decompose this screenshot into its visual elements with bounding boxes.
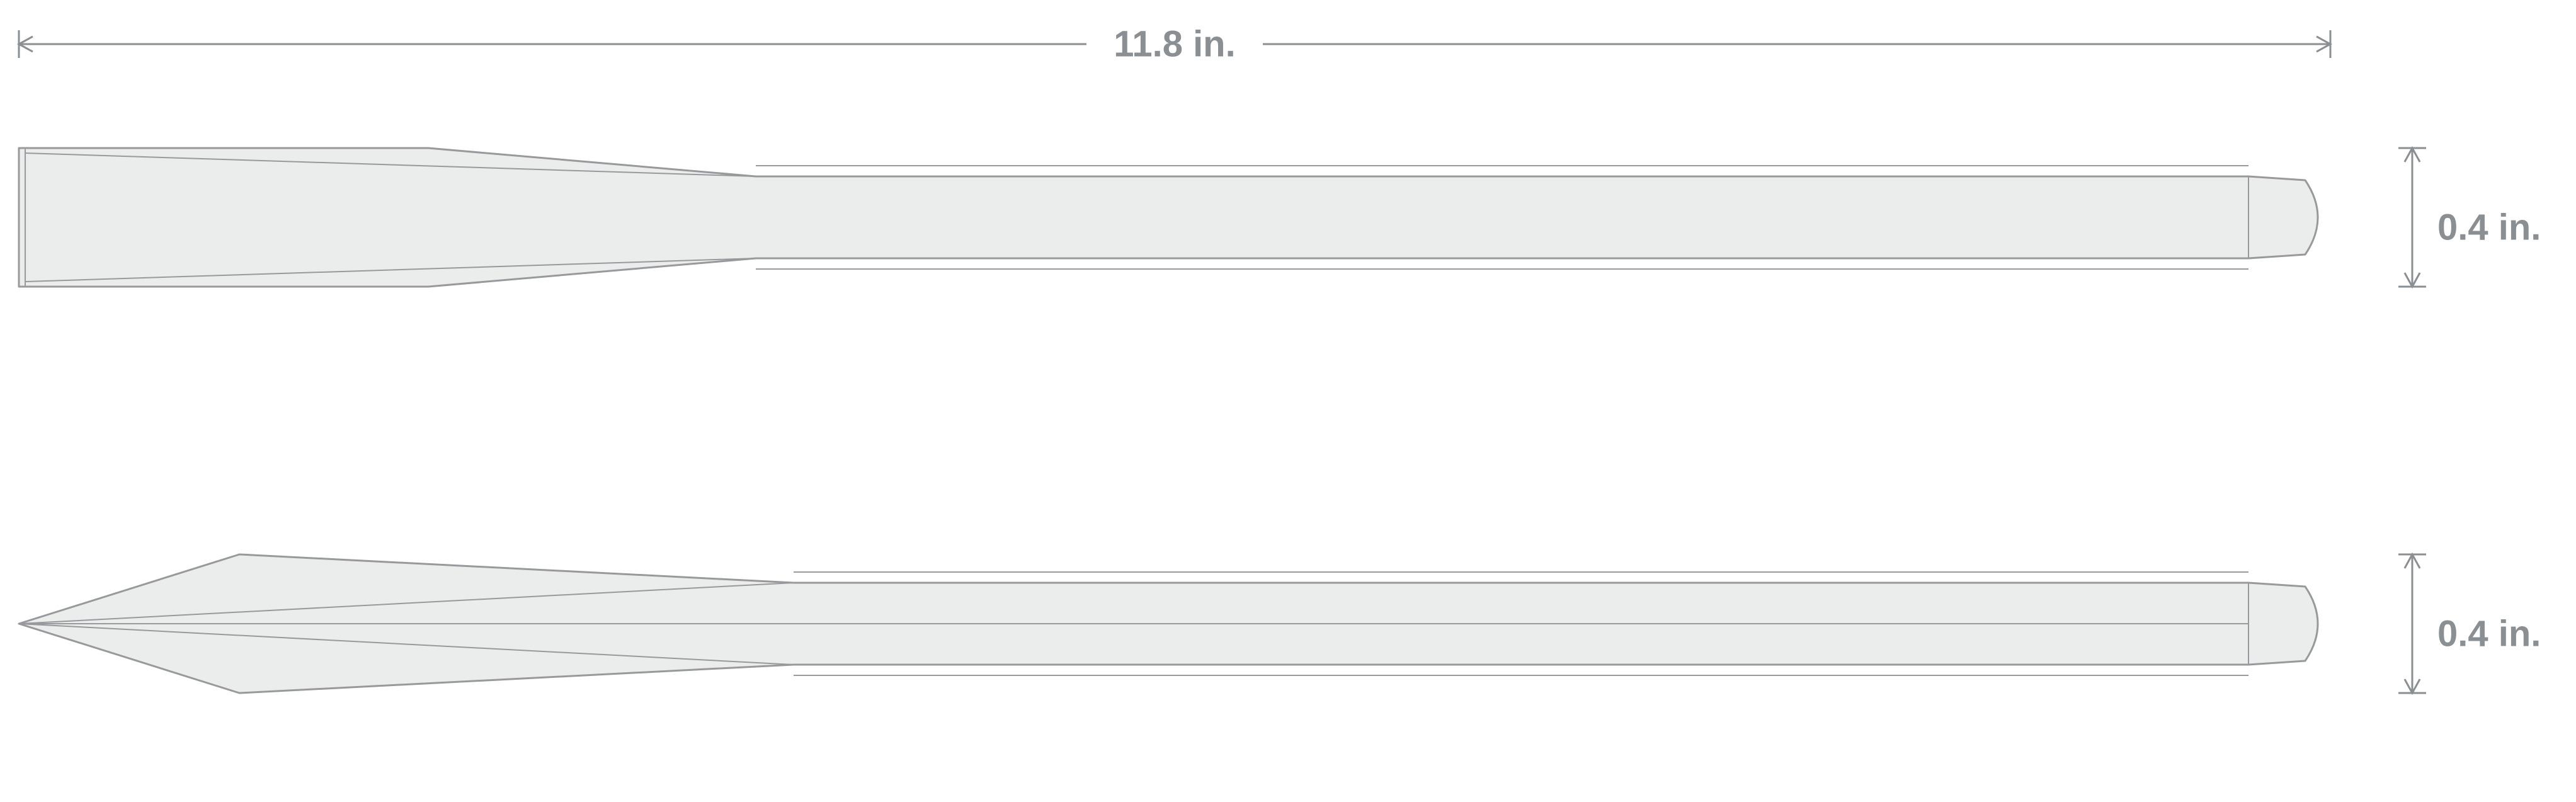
length-dimension-label: 11.8 in. — [1114, 23, 1235, 64]
length-dimension: 11.8 in. — [19, 23, 2330, 64]
height-dimension-top-label: 0.4 in. — [2437, 207, 2541, 248]
chisel-side-view — [19, 148, 2318, 287]
height-dimension-bottom: 0.4 in. — [2398, 554, 2541, 693]
height-dimension-bottom-label: 0.4 in. — [2437, 613, 2541, 654]
diagram-canvas: 11.8 in. 0.4 in. 0.4 in. — [0, 0, 2576, 802]
technical-drawing-svg: 11.8 in. 0.4 in. 0.4 in. — [0, 0, 2576, 802]
height-dimension-top: 0.4 in. — [2398, 148, 2541, 287]
